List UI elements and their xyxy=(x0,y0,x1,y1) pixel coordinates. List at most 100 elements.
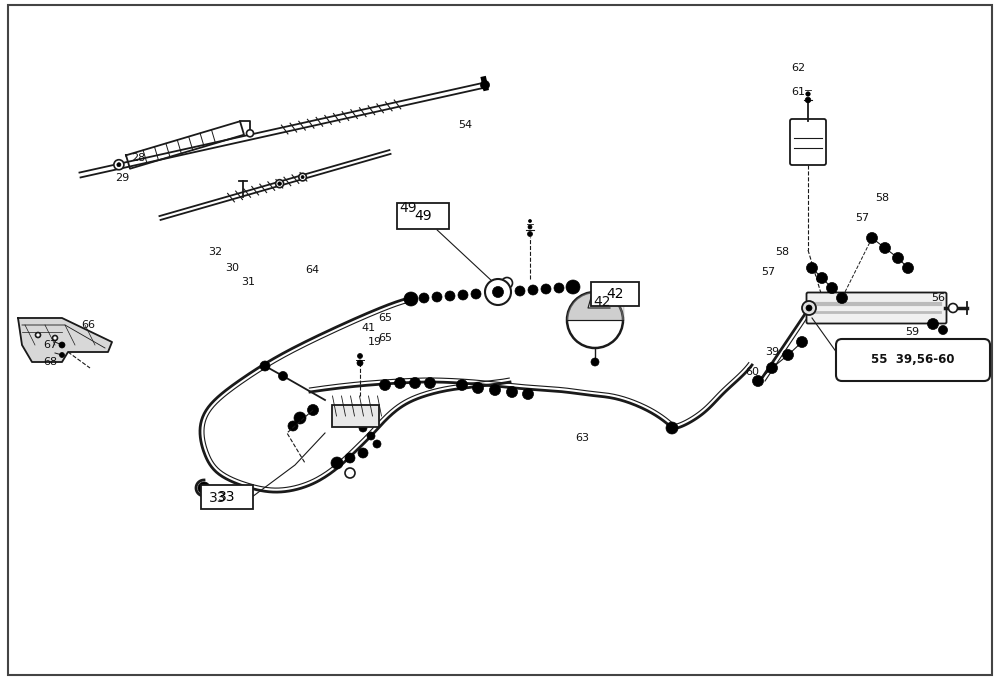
Circle shape xyxy=(490,384,501,396)
Circle shape xyxy=(357,354,362,358)
Text: 30: 30 xyxy=(225,263,239,273)
FancyBboxPatch shape xyxy=(591,282,639,306)
Text: 31: 31 xyxy=(241,277,255,287)
FancyBboxPatch shape xyxy=(397,203,449,229)
Circle shape xyxy=(394,377,406,388)
Polygon shape xyxy=(18,318,112,362)
Circle shape xyxy=(357,360,363,366)
Text: 59: 59 xyxy=(905,327,919,337)
Circle shape xyxy=(938,326,948,335)
Circle shape xyxy=(591,358,599,366)
Circle shape xyxy=(345,468,355,478)
Circle shape xyxy=(294,412,306,424)
Circle shape xyxy=(278,182,281,186)
FancyBboxPatch shape xyxy=(201,485,253,509)
Text: 54: 54 xyxy=(458,120,472,130)
Circle shape xyxy=(424,377,436,388)
Circle shape xyxy=(515,286,525,296)
Circle shape xyxy=(867,233,878,243)
FancyBboxPatch shape xyxy=(836,339,990,381)
FancyBboxPatch shape xyxy=(790,119,826,165)
Circle shape xyxy=(471,289,481,299)
Circle shape xyxy=(456,379,468,390)
Circle shape xyxy=(802,301,816,315)
Text: 41: 41 xyxy=(361,323,375,333)
Circle shape xyxy=(528,231,533,237)
Text: 39: 39 xyxy=(765,347,779,357)
Circle shape xyxy=(473,382,484,394)
FancyBboxPatch shape xyxy=(332,405,378,427)
Text: 65: 65 xyxy=(378,333,392,343)
Text: 57: 57 xyxy=(761,267,775,277)
Text: 66: 66 xyxy=(81,320,95,330)
Text: 60: 60 xyxy=(745,367,759,377)
Circle shape xyxy=(60,352,64,358)
Text: 33: 33 xyxy=(209,491,227,505)
Circle shape xyxy=(796,337,808,347)
Circle shape xyxy=(880,243,891,254)
Circle shape xyxy=(36,333,40,337)
Circle shape xyxy=(53,335,58,341)
Text: 61: 61 xyxy=(791,87,805,97)
Circle shape xyxy=(948,303,957,313)
Circle shape xyxy=(308,405,318,415)
Circle shape xyxy=(666,422,678,434)
Circle shape xyxy=(554,283,564,293)
Circle shape xyxy=(826,282,838,294)
Text: 56: 56 xyxy=(931,293,945,303)
Circle shape xyxy=(359,424,367,432)
Circle shape xyxy=(928,318,938,330)
Text: 49: 49 xyxy=(399,201,417,215)
Circle shape xyxy=(301,175,304,179)
Circle shape xyxy=(367,432,375,440)
Circle shape xyxy=(486,286,495,294)
Text: 57: 57 xyxy=(855,213,869,223)
Circle shape xyxy=(566,280,580,294)
Circle shape xyxy=(117,163,121,167)
Circle shape xyxy=(114,160,124,170)
Circle shape xyxy=(893,252,904,263)
Circle shape xyxy=(246,130,253,137)
Circle shape xyxy=(345,453,355,463)
Circle shape xyxy=(278,371,288,381)
Circle shape xyxy=(493,286,504,297)
Text: 62: 62 xyxy=(791,63,805,73)
Circle shape xyxy=(782,350,794,360)
Circle shape xyxy=(358,448,368,458)
Text: 49: 49 xyxy=(414,209,432,223)
Circle shape xyxy=(299,173,306,181)
Text: 19: 19 xyxy=(368,337,382,347)
FancyBboxPatch shape xyxy=(806,292,946,324)
Circle shape xyxy=(59,342,65,348)
Circle shape xyxy=(806,92,810,96)
Text: 28: 28 xyxy=(131,153,145,163)
Circle shape xyxy=(767,362,778,373)
Circle shape xyxy=(502,277,512,288)
Circle shape xyxy=(458,290,468,300)
Circle shape xyxy=(541,284,551,294)
Text: 58: 58 xyxy=(775,247,789,257)
Text: 42: 42 xyxy=(606,287,624,301)
Circle shape xyxy=(528,285,538,295)
Circle shape xyxy=(817,273,828,284)
Text: 33: 33 xyxy=(218,490,236,504)
Circle shape xyxy=(288,421,298,431)
Circle shape xyxy=(419,293,429,303)
Circle shape xyxy=(528,225,532,229)
Text: 58: 58 xyxy=(875,193,889,203)
Circle shape xyxy=(806,262,818,273)
Circle shape xyxy=(522,388,534,399)
Circle shape xyxy=(836,292,848,303)
Circle shape xyxy=(260,361,270,371)
Circle shape xyxy=(331,457,343,469)
Circle shape xyxy=(485,279,511,305)
Circle shape xyxy=(404,292,418,306)
Text: 32: 32 xyxy=(208,247,222,257)
Circle shape xyxy=(753,375,764,386)
Text: 68: 68 xyxy=(43,357,57,367)
Circle shape xyxy=(410,377,421,388)
Circle shape xyxy=(373,440,381,448)
Circle shape xyxy=(902,262,914,273)
Text: 55  39,56-60: 55 39,56-60 xyxy=(871,354,955,367)
Circle shape xyxy=(529,220,532,222)
